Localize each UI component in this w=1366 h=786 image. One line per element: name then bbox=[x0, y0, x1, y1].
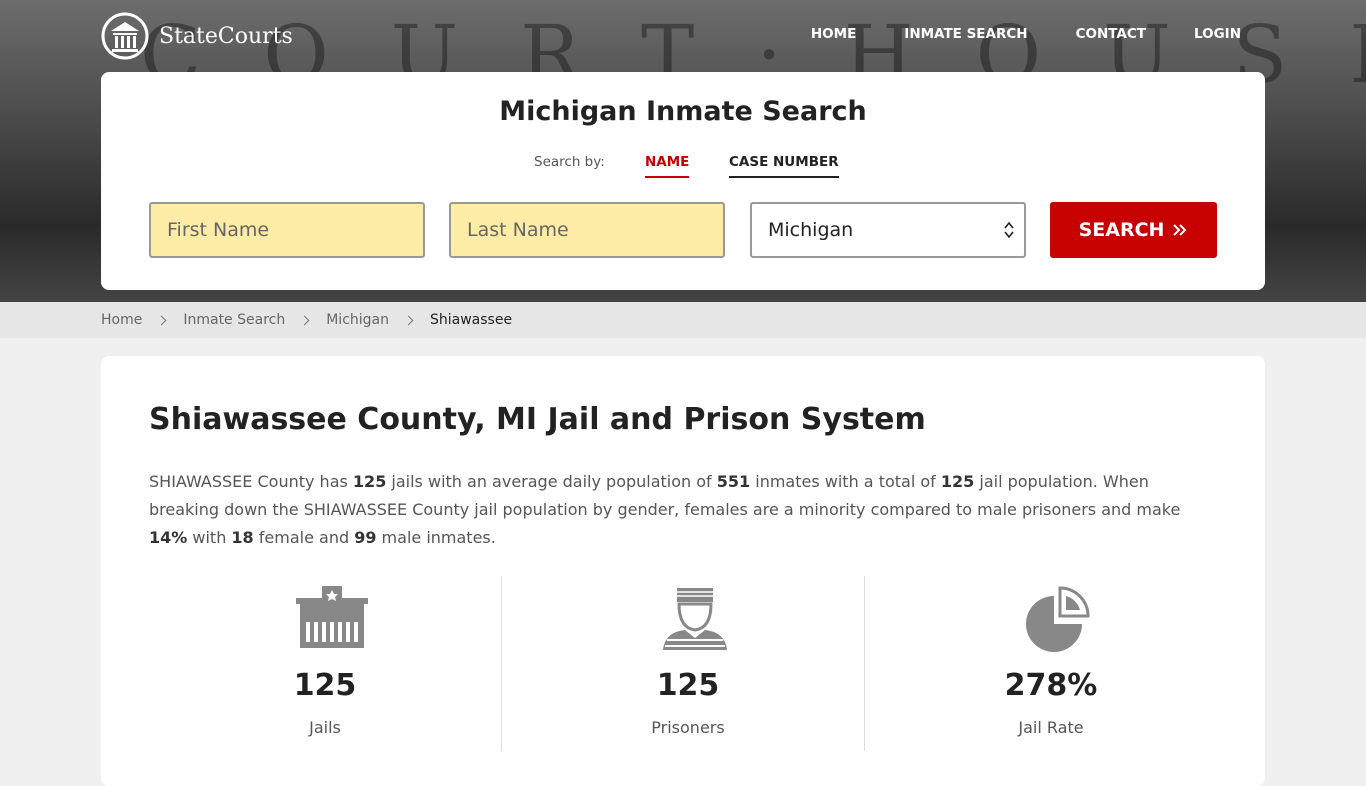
search-by-label: Search by: bbox=[534, 154, 605, 170]
stat: 278% Jail Rate bbox=[875, 576, 1227, 751]
paragraph-text: female and bbox=[253, 528, 355, 547]
first-name-input[interactable]: First Name bbox=[149, 202, 425, 258]
state-value: Michigan bbox=[768, 219, 854, 241]
tab[interactable]: CASE NUMBER bbox=[729, 154, 839, 178]
breadcrumb-separator bbox=[299, 315, 310, 325]
tab[interactable]: NAME bbox=[645, 154, 690, 178]
content-title: Shiawassee County, MI Jail and Prison Sy… bbox=[149, 402, 926, 437]
paragraph-text: inmates with a total of bbox=[750, 472, 941, 491]
paragraph-figure: 125 bbox=[940, 472, 975, 491]
stat-value: 125 bbox=[293, 668, 357, 703]
paragraph-figure: 99 bbox=[354, 528, 377, 547]
logo-icon bbox=[101, 12, 149, 60]
paragraph: SHIAWASSEE County has 125 jails with an … bbox=[149, 468, 1219, 552]
nav-link[interactable]: CONTACT bbox=[1075, 26, 1146, 42]
breadcrumb-separator bbox=[403, 315, 414, 325]
last-name-input[interactable]: Last Name bbox=[449, 202, 725, 258]
breadcrumb-item: Shiawassee bbox=[430, 312, 513, 328]
divider bbox=[864, 576, 865, 751]
stat-value: 278% bbox=[1004, 668, 1098, 703]
stat-value: 125 bbox=[656, 668, 720, 703]
search-title: Michigan Inmate Search bbox=[499, 96, 867, 127]
paragraph-text: with bbox=[187, 528, 232, 547]
content-card: Shiawassee County, MI Jail and Prison Sy… bbox=[101, 356, 1265, 786]
hero: COURT·HOUSE StateCourts HOME INMATE SEARC… bbox=[0, 0, 1366, 302]
stat-icon bbox=[663, 588, 727, 650]
divider bbox=[501, 576, 502, 751]
state-select[interactable]: Michigan bbox=[750, 202, 1026, 258]
breadcrumb-item[interactable]: Inmate Search bbox=[183, 312, 286, 328]
paragraph-text: jail population. When breaking down the … bbox=[149, 472, 1181, 519]
select-arrow bbox=[1004, 221, 1014, 239]
stat-label: Jails bbox=[309, 718, 341, 737]
button-label: SEARCH bbox=[1078, 219, 1165, 241]
nav: HOME INMATE SEARCH CONTACT LOGIN bbox=[811, 26, 1241, 42]
stat: 125 Prisoners bbox=[512, 576, 864, 751]
stat-label: Jail Rate bbox=[1018, 718, 1084, 737]
search-card: Michigan Inmate Search Search by: NAME C… bbox=[101, 72, 1265, 290]
logo[interactable]: StateCourts bbox=[101, 12, 293, 60]
search-button[interactable]: SEARCH bbox=[1050, 202, 1217, 258]
breadcrumb-separator bbox=[156, 315, 167, 325]
paragraph-text: jails with an average daily population o… bbox=[386, 472, 717, 491]
paragraph-text: male inmates. bbox=[376, 528, 496, 547]
nav-link[interactable]: LOGIN bbox=[1194, 26, 1241, 42]
button-icon bbox=[1173, 224, 1187, 236]
paragraph-figure: 14% bbox=[149, 528, 188, 547]
stat-icon bbox=[1026, 586, 1090, 652]
paragraph-figure: 18 bbox=[231, 528, 254, 547]
nav-link[interactable]: INMATE SEARCH bbox=[904, 26, 1028, 42]
breadcrumb: Home Inmate Search Michigan Shiawassee bbox=[0, 302, 1366, 338]
paragraph-figure: 551 bbox=[716, 472, 751, 491]
breadcrumb-item[interactable]: Michigan bbox=[326, 312, 389, 328]
nav-link[interactable]: HOME bbox=[810, 26, 857, 42]
breadcrumb-item[interactable]: Home bbox=[101, 312, 143, 328]
stat-label: Prisoners bbox=[651, 718, 725, 737]
stat-icon bbox=[296, 586, 368, 648]
paragraph-figure: 125 bbox=[352, 472, 387, 491]
paragraph-text: SHIAWASSEE County has bbox=[149, 472, 353, 491]
brand-name: StateCourts bbox=[159, 23, 293, 49]
stat: 125 Jails bbox=[149, 576, 501, 751]
